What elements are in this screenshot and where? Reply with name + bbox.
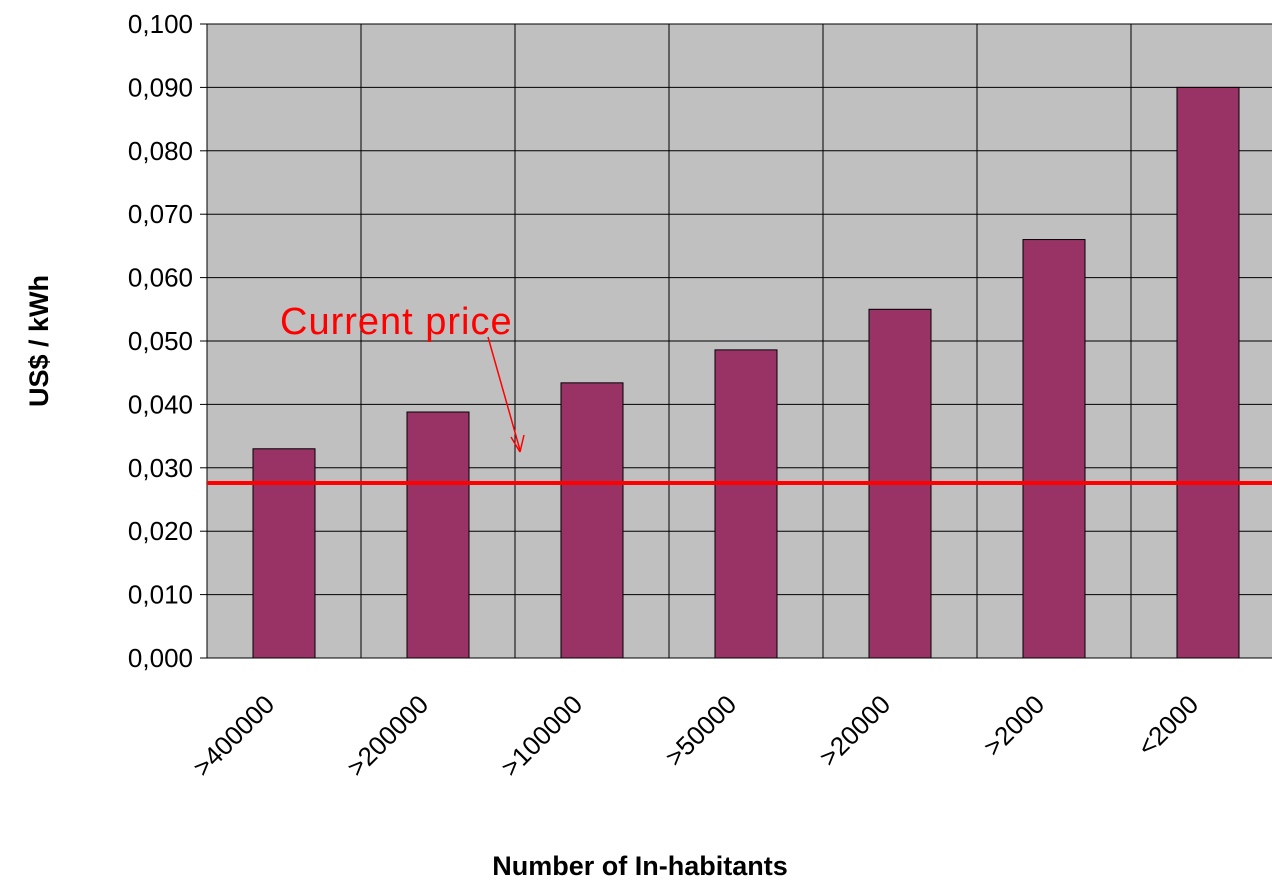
bar bbox=[714, 349, 778, 659]
y-tick-label: 0,100 bbox=[128, 9, 193, 39]
y-tick-label: 0,020 bbox=[128, 516, 193, 546]
y-tick-label: 0,050 bbox=[128, 326, 193, 356]
y-tick-label: 0,070 bbox=[128, 199, 193, 229]
reference-label: Current price bbox=[280, 301, 513, 343]
y-tick-label: 0,060 bbox=[128, 263, 193, 293]
x-tick-label: >50000 bbox=[659, 689, 742, 772]
y-axis-title: US$ / kWh bbox=[24, 275, 54, 407]
bar bbox=[252, 448, 316, 659]
x-tick-label: >100000 bbox=[495, 689, 588, 782]
bar bbox=[1022, 239, 1086, 659]
x-tick-label: <2000 bbox=[1131, 689, 1204, 762]
bar bbox=[406, 411, 470, 659]
x-tick-label: >200000 bbox=[341, 689, 434, 782]
x-tick-label: >400000 bbox=[187, 689, 280, 782]
x-tick-label: >2000 bbox=[977, 689, 1050, 762]
y-tick-label: 0,090 bbox=[128, 72, 193, 102]
y-tick-label: 0,040 bbox=[128, 389, 193, 419]
annotation-arrow bbox=[487, 336, 521, 451]
y-tick-label: 0,000 bbox=[128, 643, 193, 673]
bar bbox=[560, 382, 624, 659]
y-tick-label: 0,030 bbox=[128, 453, 193, 483]
x-axis-title: Number of In-habitants bbox=[492, 851, 788, 881]
annotation-arrowhead bbox=[510, 434, 525, 453]
y-tick-label: 0,080 bbox=[128, 136, 193, 166]
y-tick-label: 0,010 bbox=[128, 580, 193, 610]
x-tick-label: >20000 bbox=[813, 689, 896, 772]
bar bbox=[1176, 86, 1240, 659]
